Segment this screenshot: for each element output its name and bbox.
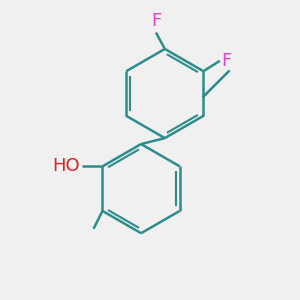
Text: F: F <box>151 12 161 30</box>
Text: F: F <box>221 52 232 70</box>
Text: HO: HO <box>52 157 80 175</box>
